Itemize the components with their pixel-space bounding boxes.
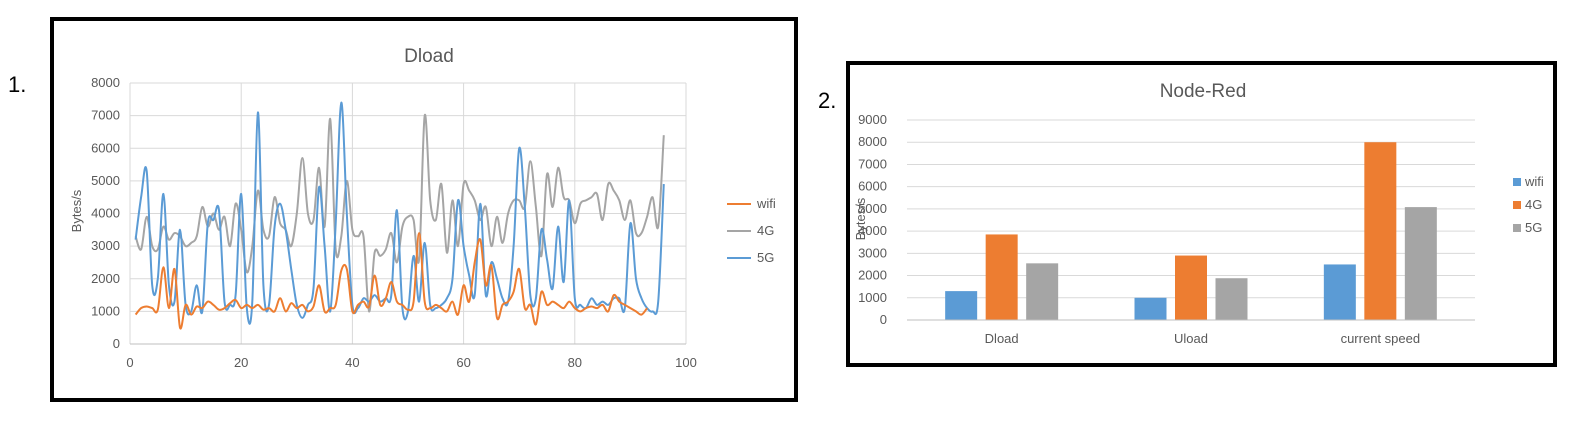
y-tick-label: 8000 [91,75,120,90]
x-tick-label: 80 [568,355,582,370]
legend-swatch-4g [1513,201,1521,209]
y-tick-label: 1000 [858,290,887,305]
x-category-label: Dload [985,331,1019,346]
y-tick-label: 8000 [858,134,887,149]
y-tick-label: 7000 [91,108,120,123]
y-tick-label: 1000 [91,303,120,318]
y-tick-label: 5000 [91,173,120,188]
chart-title: Node-Red [1160,81,1247,102]
legend-label: 5G [1525,220,1542,235]
y-tick-label: 0 [880,312,887,327]
series-line-wifi [134,232,648,330]
bar-wifi [945,291,978,320]
y-tick-label: 6000 [91,140,120,155]
y-tick-label: 2000 [858,268,887,283]
legend-label: wifi [756,196,776,211]
figure-label-1: 1. [8,72,27,97]
line-chart-frame: Dload Bytes/s 0 1000 2000 3000 4000 5000 6000 7… [50,17,798,402]
y-tick-label: 4000 [858,223,887,238]
legend-label: 5G [757,250,774,265]
x-tick-label: 100 [675,355,697,370]
bar-chart: Node-Red Bytes/s 0 1000 2000 3000 4000 5000 60… [853,81,1544,346]
bar-4g [985,234,1018,320]
y-tick-label: 6000 [858,179,887,194]
bar-wifi [1134,297,1167,320]
legend-swatch-wifi [1513,178,1521,186]
x-tick-label: 40 [345,355,359,370]
bar-wifi [1323,264,1356,320]
line-chart: Dload Bytes/s 01000200030004000500060007… [69,46,776,370]
bar-5g [1404,207,1437,320]
series-line-5g [134,101,665,325]
x-tick-label: 20 [234,355,248,370]
x-tick-label: 0 [126,355,133,370]
y-tick-label: 4000 [91,206,120,221]
bar-5g [1026,263,1059,320]
y-tick-label: 5000 [858,201,887,216]
legend-label: wifi [1524,174,1544,189]
x-category-label: Uload [1174,331,1208,346]
y-tick-label: 0 [113,336,120,351]
legend-label: 4G [757,223,774,238]
y-axis-title: Bytes/s [853,197,868,240]
y-tick-label: 3000 [91,238,120,253]
series-line-4g [134,113,665,313]
bar-5g [1215,278,1248,320]
legend-label: 4G [1525,197,1542,212]
y-tick-label: 9000 [858,112,887,127]
chart-title: Dload [404,46,454,67]
y-axis-title: Bytes/s [69,189,84,232]
x-tick-label: 60 [456,355,470,370]
legend-swatch-5g [1513,224,1521,232]
bar-4g [1364,142,1397,320]
x-category-label: current speed [1341,331,1421,346]
bar-chart-frame: Node-Red Bytes/s 0 1000 2000 3000 4000 5000 60… [846,61,1557,367]
y-tick-label: 7000 [858,156,887,171]
y-tick-label: 2000 [91,271,120,286]
figure-label-2: 2. [818,88,837,113]
y-tick-label: 3000 [858,245,887,260]
bar-4g [1175,255,1207,320]
